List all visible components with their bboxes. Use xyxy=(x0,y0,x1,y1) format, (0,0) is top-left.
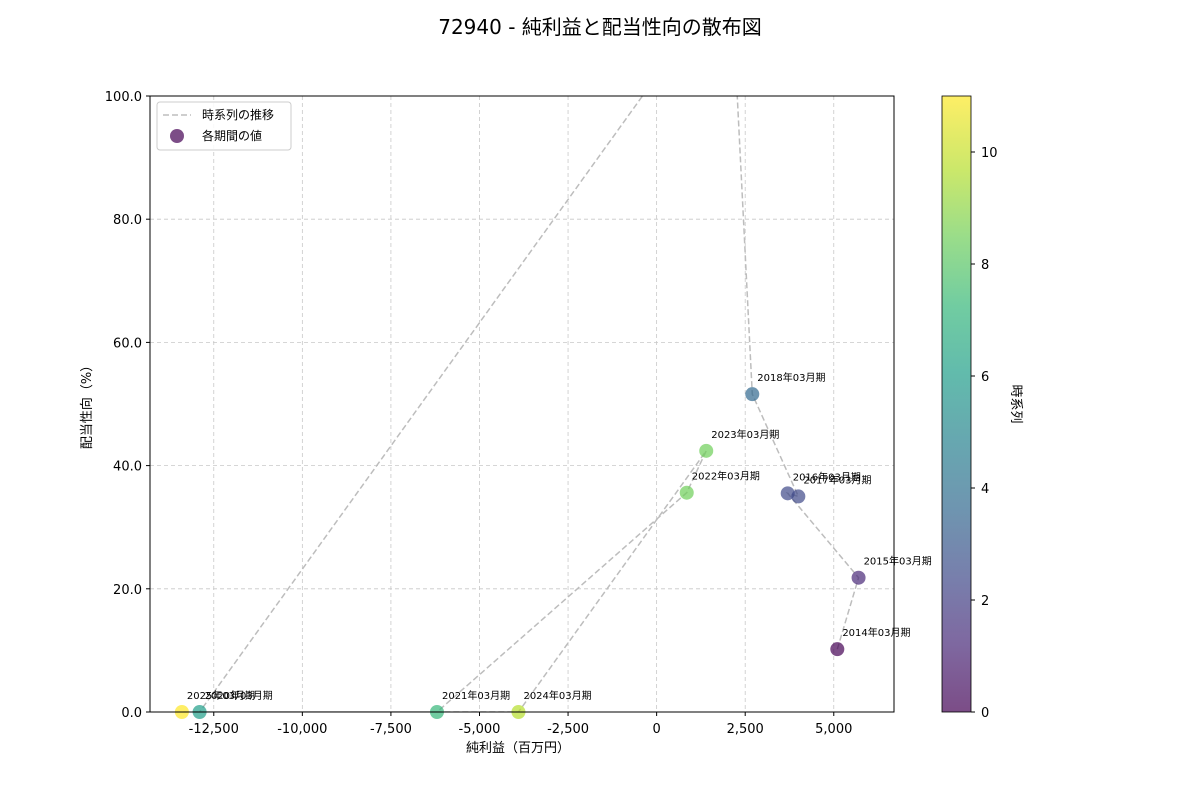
data-point-label: 2021年03月期 xyxy=(442,689,510,702)
colorbar-tick-label: 4 xyxy=(981,482,989,497)
y-tick-label: 80.0 xyxy=(113,213,142,228)
data-point-label: 2024年03月期 xyxy=(523,689,591,702)
x-tick-label: 0 xyxy=(652,722,660,737)
colorbar-ticks: 0 2 4 6 8 10 xyxy=(971,146,998,721)
colorbar-tick-label: 6 xyxy=(981,370,989,385)
data-point-label: 2018年03月期 xyxy=(757,371,825,384)
data-point-label: 2025年03月期 xyxy=(187,689,255,702)
plot-frame xyxy=(149,95,895,713)
x-axis-label: 純利益（百万円） xyxy=(466,741,570,756)
colorbar-tick-label: 0 xyxy=(981,706,989,721)
x-tick-label: -5,000 xyxy=(459,722,501,737)
data-point xyxy=(780,486,795,501)
trend-line-layer xyxy=(181,96,860,712)
points-layer xyxy=(174,387,866,719)
legend-box xyxy=(156,101,292,151)
colorbar-gradient xyxy=(941,95,972,713)
grid xyxy=(150,95,894,713)
y-axis-label: 配当性向（%） xyxy=(79,359,95,449)
x-tick-label: -12,500 xyxy=(189,722,239,737)
y-tick-label: 20.0 xyxy=(113,583,142,598)
legend-entry-trend: 時系列の推移 xyxy=(202,108,274,122)
data-point-label: 2017年03月期 xyxy=(803,473,871,486)
x-axis-ticks: -12,500 -10,000 -7,500 -5,000 -2,500 0 2,500 5,… xyxy=(189,712,852,737)
data-point xyxy=(830,642,845,657)
data-point xyxy=(851,570,866,585)
y-tick-label: 0.0 xyxy=(121,706,142,721)
data-point-label: 2016年03月期 xyxy=(793,470,861,483)
data-point xyxy=(679,485,694,500)
y-axis-ticks: 0.0 20.0 40.0 60.0 80.0 100.0 xyxy=(105,90,150,721)
y-tick-label: 40.0 xyxy=(113,460,142,475)
x-tick-label: -7,500 xyxy=(370,722,412,737)
chart-title: 72940 - 純利益と配当性向の散布図 xyxy=(438,15,762,39)
data-point-label: 2020年03月期 xyxy=(205,689,273,702)
colorbar-tick-label: 10 xyxy=(981,146,998,161)
x-tick-label: -2,500 xyxy=(547,722,589,737)
legend: 時系列の推移 各期間の値 xyxy=(156,101,292,151)
data-point xyxy=(791,489,806,504)
x-tick-label: 2,500 xyxy=(727,722,764,737)
data-point-label: 2015年03月期 xyxy=(864,555,932,568)
legend-marker-swatch xyxy=(170,129,184,143)
x-tick-label: -10,000 xyxy=(277,722,327,737)
colorbar-tick-label: 2 xyxy=(981,594,989,609)
y-tick-label: 100.0 xyxy=(105,90,142,105)
data-point xyxy=(699,443,714,458)
data-point xyxy=(745,387,760,402)
colorbar-tick-label: 8 xyxy=(981,258,989,273)
colorbar: 0 2 4 6 8 10 時系列 xyxy=(941,95,1023,721)
legend-entry-points: 各期間の値 xyxy=(202,128,262,143)
colorbar-label: 時系列 xyxy=(1008,384,1023,423)
trend-line xyxy=(181,96,860,712)
y-tick-label: 60.0 xyxy=(113,336,142,351)
x-tick-label: 5,000 xyxy=(815,722,852,737)
data-point-label: 2023年03月期 xyxy=(711,428,779,441)
data-point-label: 2014年03月期 xyxy=(842,626,910,639)
data-point-label: 2022年03月期 xyxy=(692,470,760,483)
